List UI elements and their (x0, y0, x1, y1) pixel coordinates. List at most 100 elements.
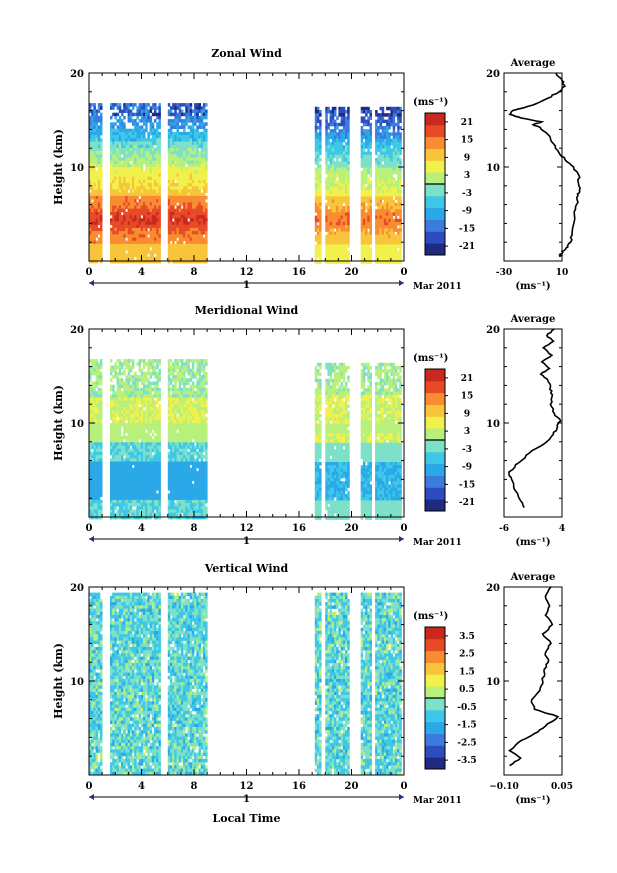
y-tick-label: 20 (70, 583, 84, 594)
colorbar-swatch (425, 662, 445, 675)
colorbar-swatch (425, 674, 445, 687)
x-tick-label: 0 (86, 267, 93, 278)
heatmap-cells (89, 103, 402, 264)
colorbar-swatch (425, 148, 445, 161)
colorbar-swatch (425, 440, 445, 453)
average-title: Average (510, 314, 556, 325)
colorbar-unit: (ms⁻¹) (413, 353, 448, 364)
date-arrow-left (89, 280, 94, 286)
colorbar-tick-label: -0.5 (457, 703, 476, 713)
colorbar-swatch (425, 721, 445, 734)
x-tick-label: 0 (401, 523, 408, 534)
colorbar-swatch (425, 733, 445, 746)
colorbar-swatch (425, 219, 445, 232)
day-label: 1 (243, 536, 250, 547)
colorbar-swatch (425, 463, 445, 476)
y-axis-label: Height (km) (52, 129, 65, 205)
x-tick-label: 12 (240, 523, 254, 534)
colorbar-swatch (425, 113, 445, 126)
average-x-tick-label: 4 (559, 524, 565, 534)
y-tick-label: 10 (70, 163, 84, 174)
colorbar-swatch (425, 428, 445, 441)
panel-3: Vertical Wind 0 4 8 12 16 20 0 20 10 Height (km) 1 M… (52, 562, 573, 806)
colorbar-tick-label: 21 (461, 118, 474, 128)
colorbar-tick-label: 3 (464, 171, 470, 181)
panel-2: Meridional Wind 0 4 8 12 16 20 0 20 10 Height (km)… (52, 304, 565, 548)
colorbar: (ms⁻¹) 21 15 9 3 -3 -9 -15 -21 (413, 97, 475, 256)
colorbar-tick-label: -2.5 (457, 738, 476, 748)
colorbar-tick-label: 0.5 (459, 685, 475, 695)
colorbar-tick-label: 15 (461, 136, 474, 146)
y-tick-label: 10 (70, 677, 84, 688)
average-profile-line (508, 72, 581, 258)
colorbar-tick-label: 9 (464, 153, 470, 163)
x-tick-label: 4 (138, 781, 145, 792)
colorbar-tick-label: -9 (462, 207, 472, 217)
colorbar-tick-label: -15 (459, 480, 475, 490)
average-title: Average (510, 572, 556, 583)
average-panel: Average 20 10 −0.10 0.05(ms⁻¹) (486, 572, 573, 806)
date-arrow-right (399, 794, 404, 800)
average-frame (503, 328, 563, 518)
average-y-tick-label: 10 (486, 163, 500, 174)
colorbar-swatch (425, 686, 445, 699)
colorbar-swatch (425, 160, 445, 173)
colorbar-swatch (425, 392, 445, 405)
average-x-tick-label: 10 (556, 268, 569, 278)
date-label: Mar 2011 (413, 538, 462, 548)
average-x-tick-label: 0.05 (551, 782, 573, 792)
x-tick-label: 20 (345, 267, 359, 278)
colorbar-swatch (425, 195, 445, 209)
average-x-tick-label: -6 (499, 524, 509, 534)
date-arrow-right (399, 536, 404, 542)
colorbar-tick-label: 1.5 (459, 667, 475, 677)
colorbar-swatch (425, 416, 445, 429)
average-x-label: (ms⁻¹) (515, 537, 550, 548)
colorbar-tick-label: -21 (459, 242, 475, 252)
x-axis: 0 4 8 12 16 20 0 (86, 329, 408, 534)
y-axis: 20 10 Height (km) (52, 325, 404, 518)
panel-title: Vertical Wind (204, 562, 289, 575)
average-x-label: (ms⁻¹) (515, 281, 550, 292)
x-tick-label: 20 (345, 523, 359, 534)
average-profile-line (507, 586, 560, 767)
average-profile-line (508, 328, 562, 508)
day-label: 1 (243, 794, 250, 805)
average-y-tick-label: 20 (486, 69, 500, 80)
x-tick-label: 12 (240, 267, 254, 278)
average-y-tick-label: 20 (486, 325, 500, 336)
colorbar-swatch (425, 207, 445, 220)
day-label: 1 (243, 280, 250, 291)
colorbar-swatch (425, 650, 445, 663)
x-tick-label: 0 (401, 781, 408, 792)
y-tick-label: 20 (70, 325, 84, 336)
date-label: Mar 2011 (413, 282, 462, 292)
x-tick-label: 4 (138, 523, 145, 534)
y-axis: 20 10 Height (km) (52, 69, 404, 262)
x-tick-label: 4 (138, 267, 145, 278)
average-panel: Average 20 10 -6 4 (ms⁻¹) (486, 314, 565, 548)
y-tick-label: 20 (70, 69, 84, 80)
x-tick-label: 16 (292, 781, 306, 792)
colorbar-swatch (425, 451, 445, 465)
colorbar-swatch (425, 172, 445, 185)
average-x-tick-label: −0.10 (489, 782, 518, 792)
colorbar-tick-label: 9 (464, 409, 470, 419)
average-x-label: (ms⁻¹) (515, 795, 550, 806)
colorbar-swatch (425, 369, 445, 382)
colorbar-tick-label: -15 (459, 224, 475, 234)
date-axis: 1 Mar 2011 (89, 280, 462, 292)
panel-1: Zonal Wind 0 4 8 12 16 20 0 20 10 Height (km) 1 Mar … (52, 47, 581, 292)
colorbar-unit: (ms⁻¹) (413, 97, 448, 108)
colorbar-swatch (425, 745, 445, 758)
x-tick-label: 16 (292, 523, 306, 534)
average-y-tick-label: 10 (486, 419, 500, 430)
colorbar: (ms⁻¹) 21 15 9 3 -3 -9 -15 -21 (413, 353, 475, 512)
colorbar-swatch (425, 243, 445, 256)
date-arrow-right (399, 280, 404, 286)
x-tick-label: 8 (191, 523, 198, 534)
x-tick-label: 8 (191, 267, 198, 278)
colorbar-tick-label: 21 (461, 374, 474, 384)
colorbar-tick-label: 3 (464, 427, 470, 437)
